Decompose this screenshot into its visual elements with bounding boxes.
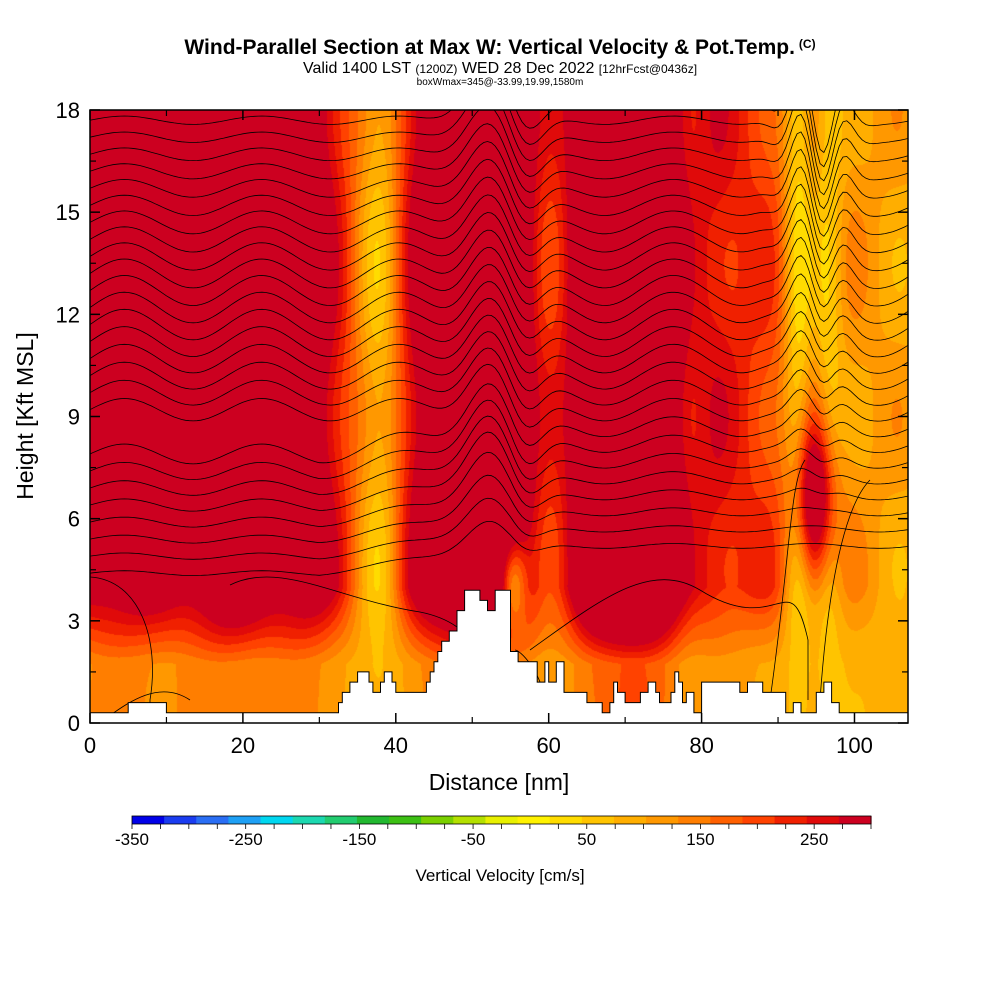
chart-title-text: Wind-Parallel Section at Max W: Vertical… bbox=[184, 36, 795, 59]
valid-time-utc: (1200Z) bbox=[415, 62, 458, 76]
x-tick-label: 60 bbox=[536, 733, 560, 758]
colorbar-swatch bbox=[453, 816, 487, 824]
x-axis-title: Distance [nm] bbox=[429, 769, 570, 795]
colorbar-swatch bbox=[164, 816, 197, 824]
theta-contour bbox=[90, 176, 908, 251]
theta-contour bbox=[90, 399, 908, 481]
theta-contour bbox=[90, 246, 908, 308]
theta-contour bbox=[90, 576, 153, 723]
y-tick-label: 0 bbox=[68, 711, 80, 736]
theta-contour bbox=[90, 141, 908, 224]
colorbar-swatch bbox=[742, 816, 776, 824]
valid-time: Valid 1400 LST bbox=[302, 60, 411, 77]
theta-contour bbox=[90, 158, 908, 237]
theta-contour bbox=[90, 212, 908, 279]
colorbar-swatch bbox=[613, 816, 647, 824]
theta-contour bbox=[90, 229, 908, 293]
colorbar-swatch bbox=[646, 816, 679, 824]
x-tick-label: 80 bbox=[689, 733, 713, 758]
colorbar-title: Vertical Velocity [cm/s] bbox=[415, 866, 584, 885]
colorbar-swatch bbox=[324, 816, 358, 824]
theta-contour bbox=[529, 579, 809, 700]
plot-area bbox=[90, 110, 908, 723]
colorbar-swatch bbox=[581, 816, 615, 824]
theta-contour bbox=[90, 298, 908, 358]
y-tick-label: 15 bbox=[56, 200, 80, 225]
colorbar-swatch bbox=[838, 816, 872, 824]
colorbar-swatch bbox=[485, 816, 519, 824]
colorbar-swatch bbox=[228, 816, 262, 824]
theta-contour bbox=[90, 331, 908, 392]
theta-contour bbox=[90, 363, 908, 428]
colorbar-swatch bbox=[356, 816, 390, 824]
chart-title: Wind-Parallel Section at Max W: Vertical… bbox=[0, 36, 1000, 60]
colorbar-label: 50 bbox=[577, 830, 596, 849]
colorbar-label: -150 bbox=[342, 830, 376, 849]
colorbar-swatch bbox=[517, 816, 551, 824]
colorbar-swatch bbox=[421, 816, 454, 824]
valid-date: WED 28 Dec 2022 bbox=[461, 60, 595, 77]
copyright-mark: (C) bbox=[798, 37, 816, 51]
x-tick-label: 100 bbox=[836, 733, 873, 758]
colorbar-swatch bbox=[292, 816, 326, 824]
theta-contour bbox=[90, 497, 908, 560]
colorbar-swatch bbox=[710, 816, 744, 824]
theta-contour bbox=[90, 474, 908, 544]
colorbar-swatch bbox=[774, 816, 808, 824]
forecast-info: [12hrFcst@0436z] bbox=[598, 62, 698, 76]
colorbar-label: -250 bbox=[229, 830, 263, 849]
chart-subtitle: Valid 1400 LST (1200Z) WED 28 Dec 2022 [… bbox=[0, 60, 1000, 78]
theta-contour bbox=[819, 479, 871, 701]
theta-contour bbox=[90, 314, 908, 374]
theta-contour bbox=[90, 521, 908, 577]
theta-contour bbox=[90, 110, 908, 168]
colorbar-label: -50 bbox=[461, 830, 486, 849]
colorbar-swatch bbox=[806, 816, 840, 824]
terrain bbox=[90, 589, 908, 723]
theta-contour bbox=[90, 264, 908, 324]
colorbar-swatch bbox=[196, 816, 229, 824]
colorbar-swatch bbox=[260, 816, 294, 824]
theta-contour bbox=[90, 451, 908, 528]
colorbar-label: -350 bbox=[115, 830, 149, 849]
theta-contour bbox=[90, 347, 908, 410]
theta-contour bbox=[90, 194, 908, 265]
theta-contour bbox=[769, 459, 806, 701]
y-tick-label: 9 bbox=[68, 405, 80, 430]
y-tick-label: 3 bbox=[68, 609, 80, 634]
y-tick-label: 18 bbox=[56, 98, 80, 123]
theta-contour bbox=[90, 383, 908, 465]
theta-contour bbox=[90, 431, 908, 512]
theta-contour bbox=[90, 415, 908, 496]
theta-contour bbox=[90, 123, 908, 210]
y-tick-label: 12 bbox=[56, 302, 80, 327]
colorbar-swatch bbox=[549, 816, 583, 824]
theta-contour bbox=[90, 281, 908, 341]
colorbar-label: 150 bbox=[686, 830, 714, 849]
theta-contour bbox=[90, 110, 908, 182]
y-axis-title: Height [Kft MSL] bbox=[12, 332, 38, 499]
x-tick-label: 20 bbox=[231, 733, 255, 758]
axes: 0 20 40 60 80 100 0 3 6 9 12 15 18 bbox=[56, 98, 908, 758]
colorbar: -350 -250 -150 -50 50 150 250 bbox=[115, 815, 872, 849]
max-w-info: boxWmax=345@-33.99,19.99,1580m bbox=[416, 77, 584, 88]
x-tick-label: 40 bbox=[384, 733, 408, 758]
theta-contour bbox=[90, 110, 908, 196]
colorbar-swatch bbox=[132, 816, 165, 824]
colorbar-swatch bbox=[389, 816, 422, 824]
x-tick-label: 0 bbox=[84, 733, 96, 758]
colorbar-swatch bbox=[678, 816, 711, 824]
y-tick-label: 6 bbox=[68, 507, 80, 532]
colorbar-label: 250 bbox=[800, 830, 828, 849]
